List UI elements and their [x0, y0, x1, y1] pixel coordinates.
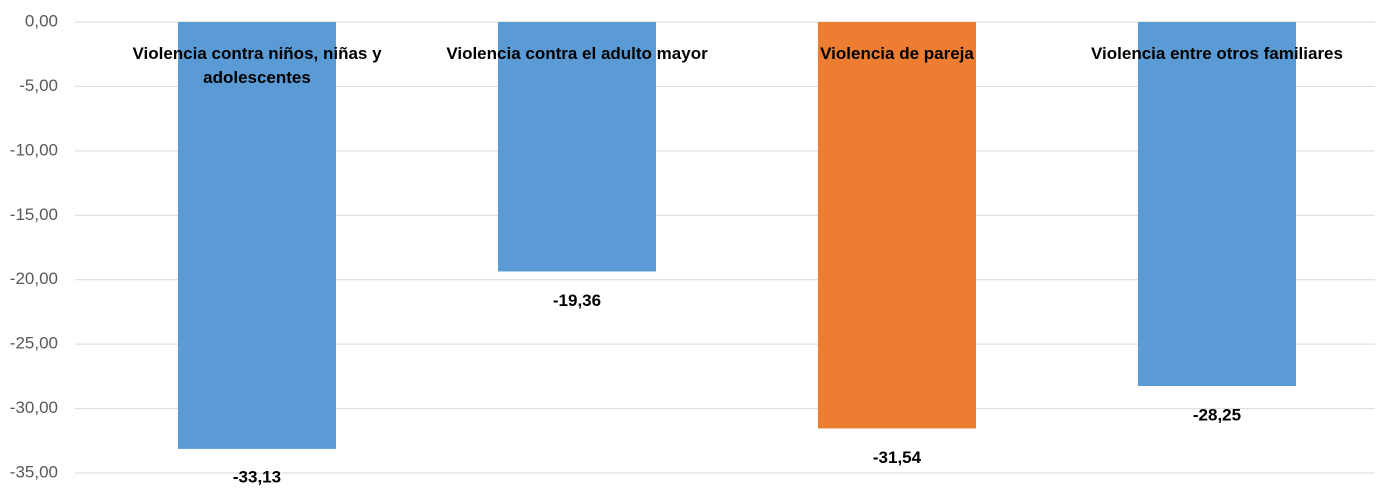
y-tick-label: -35,00 [10, 462, 58, 481]
category-label: Violencia contra niños, niñas y adolesce… [132, 44, 382, 87]
bar [178, 22, 336, 449]
bar [498, 22, 656, 272]
category-label: Violencia entre otros familiares [1091, 44, 1343, 63]
y-tick-label: -30,00 [10, 398, 58, 417]
data-label: -33,13 [233, 467, 281, 486]
y-tick-label: -20,00 [10, 269, 58, 288]
category-label: Violencia de pareja [820, 44, 974, 63]
y-tick-label: -10,00 [10, 140, 58, 159]
y-tick-label: -25,00 [10, 334, 58, 353]
bar [818, 22, 976, 429]
bar [1138, 22, 1296, 387]
y-tick-label: -5,00 [19, 76, 58, 95]
category-label: Violencia contra el adulto mayor [446, 44, 708, 63]
y-tick-label: 0,00 [25, 11, 58, 30]
data-label: -19,36 [553, 291, 601, 310]
y-tick-label: -15,00 [10, 205, 58, 224]
data-label: -28,25 [1193, 406, 1241, 425]
data-label: -31,54 [873, 448, 922, 467]
